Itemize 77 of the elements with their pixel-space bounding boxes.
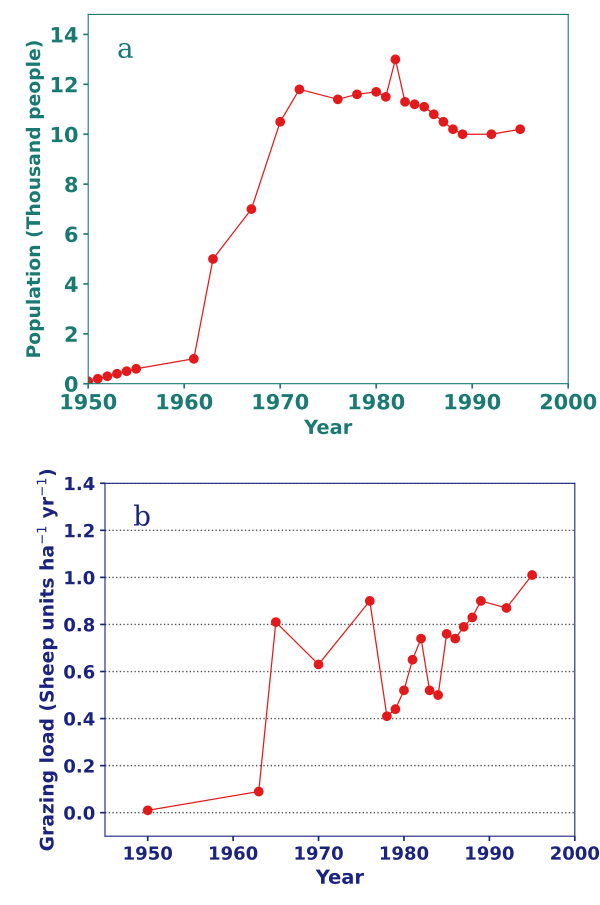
- point: [515, 124, 526, 134]
- x-tick-label: 2000: [540, 394, 596, 410]
- point: [450, 634, 460, 644]
- point: [502, 603, 512, 613]
- x-tick-label: 2000: [551, 846, 600, 860]
- y-tick-label: 14: [52, 27, 78, 42]
- point: [275, 116, 286, 127]
- point: [458, 622, 469, 632]
- y-tick-label: 6: [65, 226, 78, 242]
- point: [254, 786, 264, 796]
- y-tick-label: 1.2: [65, 524, 94, 538]
- x-tick-label: 1990: [466, 846, 514, 860]
- annotation: a: [118, 42, 133, 58]
- point: [410, 99, 420, 110]
- point: [424, 685, 434, 696]
- point: [352, 89, 362, 100]
- point: [380, 92, 391, 102]
- point: [332, 94, 343, 104]
- y-tick-label: 8: [65, 176, 78, 192]
- point: [399, 685, 409, 696]
- point: [408, 654, 418, 665]
- x-tick-label: 1970: [295, 846, 343, 860]
- y-tick-label: 12: [52, 76, 77, 92]
- x-tick-label: 1980: [350, 394, 404, 410]
- point: [270, 617, 281, 627]
- y-tick-label: 2: [66, 326, 77, 342]
- point: [467, 612, 478, 622]
- x-tick-label: 1960: [210, 846, 258, 860]
- point: [142, 805, 153, 816]
- point: [419, 102, 430, 112]
- point: [246, 204, 256, 214]
- point: [527, 570, 537, 580]
- point: [442, 629, 452, 639]
- y-tick-label: 1.4: [65, 476, 94, 490]
- x-tick-label: 1950: [62, 394, 116, 410]
- x-tick-label: 1970: [254, 394, 308, 410]
- y-axis-title: Grazing load (Sheep units ha$^{−1}$ yr$^{−1}$): [36, 470, 58, 850]
- point: [188, 354, 199, 364]
- y-tick-label: 0.0: [64, 806, 94, 820]
- point: [364, 596, 375, 606]
- point: [458, 129, 468, 140]
- point: [400, 96, 410, 107]
- point: [428, 109, 439, 120]
- x-tick-label: 1960: [158, 394, 212, 410]
- point: [438, 116, 448, 127]
- y-tick-label: 10: [52, 126, 78, 142]
- x-tick-label: 1990: [446, 394, 500, 410]
- y-tick-label: 0.2: [64, 759, 94, 773]
- point: [122, 366, 132, 376]
- point: [390, 54, 400, 64]
- x-tick-label: 1980: [380, 846, 428, 860]
- point: [390, 704, 400, 714]
- y-tick-label: 4: [64, 276, 78, 292]
- x-axis-title: Year: [304, 420, 352, 434]
- y-tick-label: 0.6: [64, 664, 94, 679]
- point: [131, 364, 142, 374]
- point: [208, 254, 218, 264]
- point: [433, 690, 443, 700]
- point: [382, 711, 392, 722]
- x-tick-label: 1950: [124, 846, 172, 860]
- annotation: b: [134, 504, 150, 526]
- x-axis-title: Year: [316, 870, 364, 884]
- point: [112, 368, 122, 379]
- y-tick-label: 0.8: [64, 618, 94, 632]
- point: [448, 124, 458, 134]
- point: [102, 371, 112, 382]
- point: [486, 129, 496, 140]
- point: [416, 634, 426, 644]
- point: [371, 86, 382, 97]
- y-tick-label: 0: [64, 376, 78, 392]
- point: [294, 84, 304, 94]
- point: [476, 596, 486, 606]
- point: [92, 374, 103, 384]
- y-tick-label: 0.4: [64, 712, 94, 726]
- y-tick-label: 1.0: [65, 570, 94, 585]
- y-axis-title: Population (Thousand people): [26, 41, 44, 357]
- point: [314, 660, 324, 670]
